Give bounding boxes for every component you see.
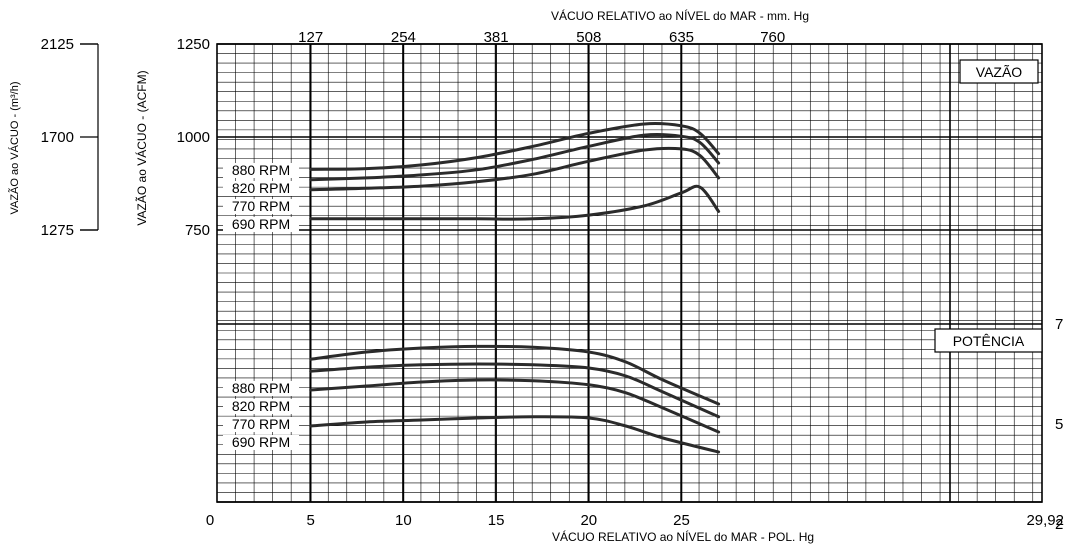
acfm-tick-label: 1000 bbox=[177, 129, 210, 146]
potencia-series-label: 690 RPM bbox=[232, 434, 290, 450]
bottom-tick-label: 29,92 bbox=[1026, 512, 1064, 529]
vazao-series-line bbox=[309, 132, 721, 182]
potencia-title: POTÊNCIA bbox=[953, 333, 1025, 349]
top-tick-label: 254 bbox=[391, 29, 416, 46]
plot-frame bbox=[216, 43, 1043, 503]
vazao-series-line bbox=[309, 122, 721, 171]
m3h-tick-label: 2125 bbox=[41, 36, 74, 53]
vazao-series-label-bg bbox=[223, 181, 299, 196]
potencia-series-line bbox=[309, 344, 721, 406]
top-tick-label: 760 bbox=[760, 29, 785, 46]
vazao-series-label: 820 RPM bbox=[232, 180, 290, 196]
top-tick-label: 635 bbox=[669, 29, 694, 46]
acfm-tick-label: 750 bbox=[185, 222, 210, 239]
bottom-tick-label: 15 bbox=[488, 512, 505, 529]
vazao-series-label: 880 RPM bbox=[232, 162, 290, 178]
potencia-series-label-bg bbox=[223, 399, 299, 414]
bottom-axis-label: VÁCUO RELATIVO ao NÍVEL do MAR - POL. Hg bbox=[552, 529, 814, 544]
top-tick-label: 127 bbox=[298, 29, 323, 46]
vazao-series-label: 770 RPM bbox=[232, 198, 290, 214]
acfm-axis-label: VAZÃO ao VÁCUO - (ACFM) bbox=[134, 70, 149, 225]
bottom-tick-label: 0 bbox=[206, 512, 214, 529]
potencia-series-label: 770 RPM bbox=[232, 416, 290, 432]
vazao-series-label-bg bbox=[223, 217, 299, 232]
vazao-title: VAZÃO bbox=[976, 64, 1023, 80]
chart-curves bbox=[309, 122, 721, 454]
potencia-series-line bbox=[309, 362, 721, 419]
bottom-tick-label: 10 bbox=[395, 512, 412, 529]
vazao-series-line bbox=[309, 184, 721, 221]
bottom-tick-label: 20 bbox=[580, 512, 597, 529]
power-tick-label: 2 bbox=[1055, 516, 1063, 533]
potencia-series-label: 880 RPM bbox=[232, 380, 290, 396]
chart-grid bbox=[80, 43, 1043, 503]
potencia-title-box bbox=[934, 328, 1043, 353]
potencia-series-label-bg bbox=[223, 417, 299, 432]
m3h-axis-label: VAZÃO ao VÁCUO - (m³/h) bbox=[8, 81, 21, 214]
acfm-tick-label: 1250 bbox=[177, 36, 210, 53]
potencia-series-line bbox=[309, 378, 721, 434]
m3h-tick-label: 1275 bbox=[41, 222, 74, 239]
vazao-series-label-bg bbox=[223, 199, 299, 214]
vazao-series-label-bg bbox=[223, 163, 299, 178]
m3h-tick-label: 1700 bbox=[41, 129, 74, 146]
potencia-series-label: 820 RPM bbox=[232, 398, 290, 414]
potencia-series-label-bg bbox=[223, 435, 299, 450]
bottom-tick-label: 5 bbox=[307, 512, 315, 529]
bottom-tick-label: 25 bbox=[673, 512, 690, 529]
potencia-series-line bbox=[309, 415, 721, 454]
vazao-series-line bbox=[309, 146, 721, 192]
top-axis-label: VÁCUO RELATIVO ao NÍVEL do MAR - mm. Hg bbox=[551, 8, 809, 23]
power-tick-label: 7 bbox=[1055, 316, 1063, 333]
top-tick-label: 381 bbox=[484, 29, 509, 46]
potencia-series-label-bg bbox=[223, 381, 299, 396]
power-tick-label: 5 bbox=[1055, 416, 1063, 433]
vazao-title-box bbox=[959, 59, 1039, 84]
top-tick-label: 508 bbox=[576, 29, 601, 46]
vazao-series-label: 690 RPM bbox=[232, 216, 290, 232]
